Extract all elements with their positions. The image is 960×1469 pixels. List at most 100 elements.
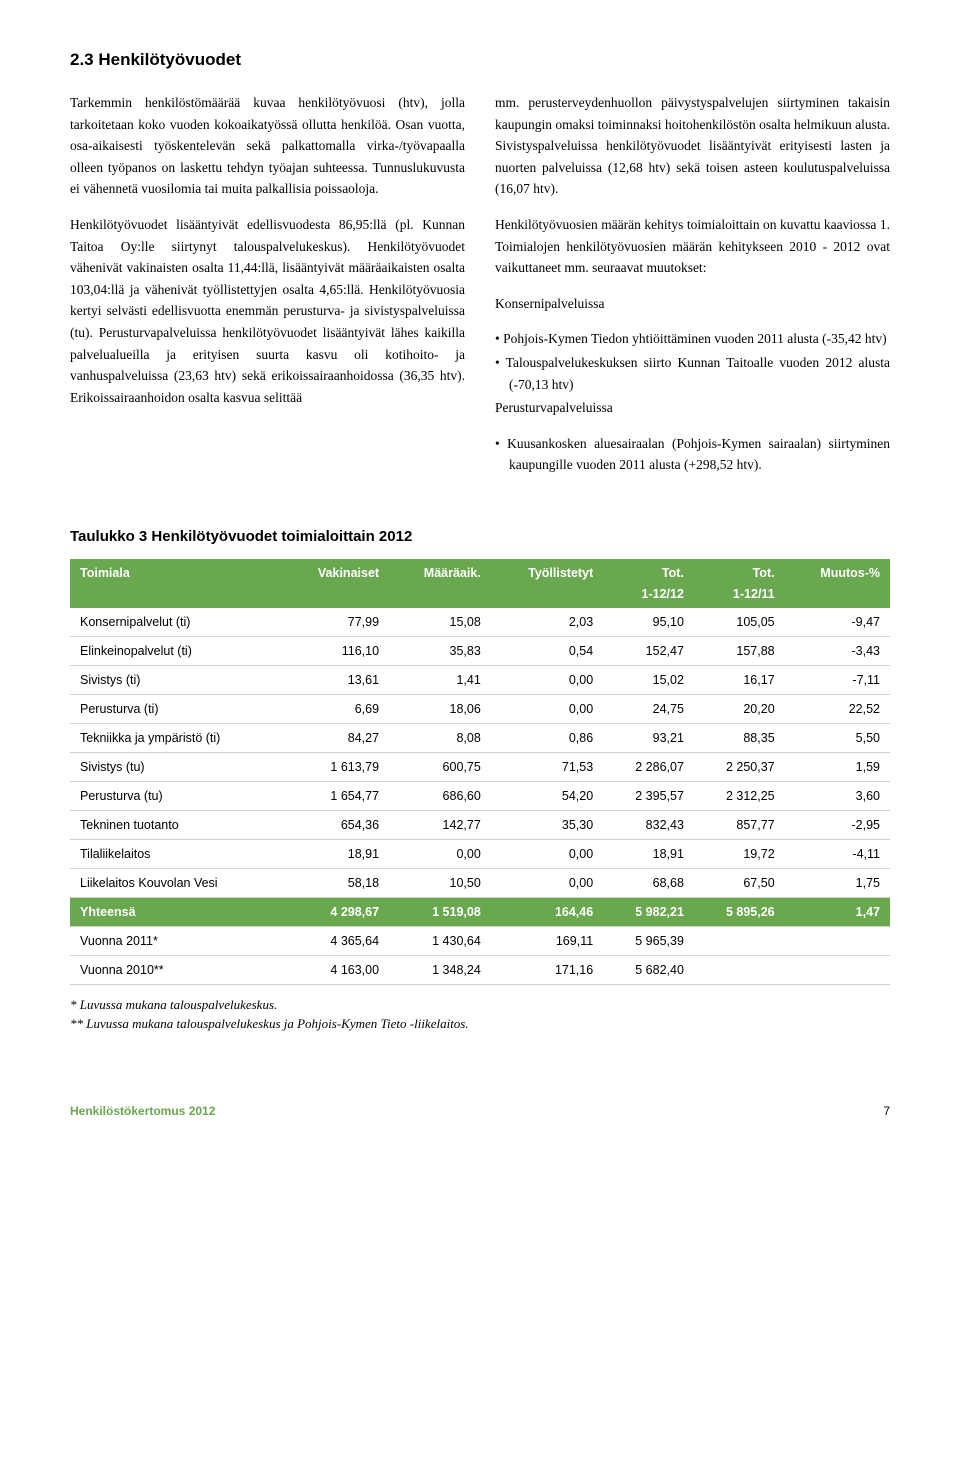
table-subheader-cell xyxy=(491,587,603,608)
table-header-cell: Toimiala xyxy=(70,559,282,587)
table-title: Taulukko 3 Henkilötyövuodet toimialoitta… xyxy=(70,528,890,545)
table-cell: 22,52 xyxy=(785,694,890,723)
table-cell: 0,00 xyxy=(491,868,603,897)
paragraph: Henkilötyövuodet lisääntyivät edellisvuo… xyxy=(70,214,465,408)
table-header-row: ToimialaVakinaisetMääräaik.TyöllistetytT… xyxy=(70,559,890,587)
table-cell: 2 395,57 xyxy=(603,781,694,810)
body-columns: Tarkemmin henkilöstömäärää kuvaa henkilö… xyxy=(70,92,890,478)
table-cell: 4 298,67 xyxy=(282,897,389,926)
table-cell: 18,91 xyxy=(282,839,389,868)
table-row: Perusturva (ti)6,6918,060,0024,7520,2022… xyxy=(70,694,890,723)
table-cell: 1,75 xyxy=(785,868,890,897)
table-cell: 164,46 xyxy=(491,897,603,926)
table-row: Perusturva (tu)1 654,77686,6054,202 395,… xyxy=(70,781,890,810)
table-cell: 5 982,21 xyxy=(603,897,694,926)
table-subheader-cell xyxy=(70,587,282,608)
column-left: Tarkemmin henkilöstömäärää kuvaa henkilö… xyxy=(70,92,465,478)
table-cell: 13,61 xyxy=(282,665,389,694)
table-cell: 0,00 xyxy=(389,839,491,868)
table-cell xyxy=(694,955,785,984)
table-row: Tilaliikelaitos18,910,000,0018,9119,72-4… xyxy=(70,839,890,868)
table-cell: 0,00 xyxy=(491,694,603,723)
table-cell: 105,05 xyxy=(694,608,785,637)
data-table: ToimialaVakinaisetMääräaik.TyöllistetytT… xyxy=(70,559,890,985)
table-header-cell: Tot. xyxy=(694,559,785,587)
table-cell: 1,59 xyxy=(785,752,890,781)
table-row: Konsernipalvelut (ti)77,9915,082,0395,10… xyxy=(70,608,890,637)
table-cell: Sivistys (tu) xyxy=(70,752,282,781)
table-cell xyxy=(785,955,890,984)
table-subheader-cell: 1-12/11 xyxy=(694,587,785,608)
table-cell: 93,21 xyxy=(603,723,694,752)
table-cell: 832,43 xyxy=(603,810,694,839)
table-cell: Vuonna 2011* xyxy=(70,926,282,955)
table-cell: 20,20 xyxy=(694,694,785,723)
table-cell: 1 654,77 xyxy=(282,781,389,810)
table-row: Tekninen tuotanto654,36142,7735,30832,43… xyxy=(70,810,890,839)
table-cell: 54,20 xyxy=(491,781,603,810)
footnote: ** Luvussa mukana talouspalvelukeskus ja… xyxy=(70,1014,890,1034)
table-cell: 18,06 xyxy=(389,694,491,723)
footnote: * Luvussa mukana talouspalvelukeskus. xyxy=(70,995,890,1015)
table-cell: 2,03 xyxy=(491,608,603,637)
table-cell: Sivistys (ti) xyxy=(70,665,282,694)
table-cell: 67,50 xyxy=(694,868,785,897)
table-cell: 2 250,37 xyxy=(694,752,785,781)
table-cell: 116,10 xyxy=(282,636,389,665)
table-subheader-cell xyxy=(389,587,491,608)
bullet-list: Pohjois-Kymen Tiedon yhtiöittäminen vuod… xyxy=(495,328,890,395)
paragraph: mm. perusterveydenhuollon päivystyspalve… xyxy=(495,92,890,200)
table-cell: Perusturva (ti) xyxy=(70,694,282,723)
table-cell: Tekniikka ja ympäristö (ti) xyxy=(70,723,282,752)
table-cell: 84,27 xyxy=(282,723,389,752)
table-cell: 0,86 xyxy=(491,723,603,752)
table-row: Sivistys (ti)13,611,410,0015,0216,17-7,1… xyxy=(70,665,890,694)
table-cell: 600,75 xyxy=(389,752,491,781)
table-header-cell: Tot. xyxy=(603,559,694,587)
table-cell: 5 895,26 xyxy=(694,897,785,926)
table-row: Vuonna 2010**4 163,001 348,24171,165 682… xyxy=(70,955,890,984)
table-cell: 6,69 xyxy=(282,694,389,723)
table-row: Sivistys (tu)1 613,79600,7571,532 286,07… xyxy=(70,752,890,781)
bullet-list: Kuusankosken aluesairaalan (Pohjois-Kyme… xyxy=(495,433,890,476)
table-body: Konsernipalvelut (ti)77,9915,082,0395,10… xyxy=(70,608,890,985)
table-cell: Liikelaitos Kouvolan Vesi xyxy=(70,868,282,897)
table-cell: 15,02 xyxy=(603,665,694,694)
table-cell: -9,47 xyxy=(785,608,890,637)
table-cell: 18,91 xyxy=(603,839,694,868)
table-cell: Perusturva (tu) xyxy=(70,781,282,810)
table-cell: 24,75 xyxy=(603,694,694,723)
table-cell: 2 286,07 xyxy=(603,752,694,781)
list-subheading: Perusturvapalveluissa xyxy=(495,397,890,419)
table-subheader-cell: 1-12/12 xyxy=(603,587,694,608)
table-row: Yhteensä4 298,671 519,08164,465 982,215 … xyxy=(70,897,890,926)
table-row: Liikelaitos Kouvolan Vesi58,1810,500,006… xyxy=(70,868,890,897)
paragraph: Henkilötyövuosien määrän kehitys toimial… xyxy=(495,214,890,279)
table-cell: 0,54 xyxy=(491,636,603,665)
table-cell: 5,50 xyxy=(785,723,890,752)
table-cell: 77,99 xyxy=(282,608,389,637)
table-cell: 1 430,64 xyxy=(389,926,491,955)
table-subheader-cell xyxy=(785,587,890,608)
table-cell: 4 365,64 xyxy=(282,926,389,955)
table-cell: 157,88 xyxy=(694,636,785,665)
table-header-cell: Määräaik. xyxy=(389,559,491,587)
table-cell xyxy=(785,926,890,955)
table-cell: 171,16 xyxy=(491,955,603,984)
table-cell: 686,60 xyxy=(389,781,491,810)
table-cell: 169,11 xyxy=(491,926,603,955)
table-cell: Konsernipalvelut (ti) xyxy=(70,608,282,637)
table-header: ToimialaVakinaisetMääräaik.TyöllistetytT… xyxy=(70,559,890,608)
table-cell: 58,18 xyxy=(282,868,389,897)
table-cell: Elinkeinopalvelut (ti) xyxy=(70,636,282,665)
table-cell: Yhteensä xyxy=(70,897,282,926)
table-cell: -2,95 xyxy=(785,810,890,839)
table-row: Elinkeinopalvelut (ti)116,1035,830,54152… xyxy=(70,636,890,665)
table-cell: 654,36 xyxy=(282,810,389,839)
footnotes: * Luvussa mukana talouspalvelukeskus. **… xyxy=(70,995,890,1034)
table-cell: 142,77 xyxy=(389,810,491,839)
table-cell: 71,53 xyxy=(491,752,603,781)
list-subheading: Konsernipalveluissa xyxy=(495,293,890,315)
table-cell: 35,83 xyxy=(389,636,491,665)
table-cell: 0,00 xyxy=(491,665,603,694)
